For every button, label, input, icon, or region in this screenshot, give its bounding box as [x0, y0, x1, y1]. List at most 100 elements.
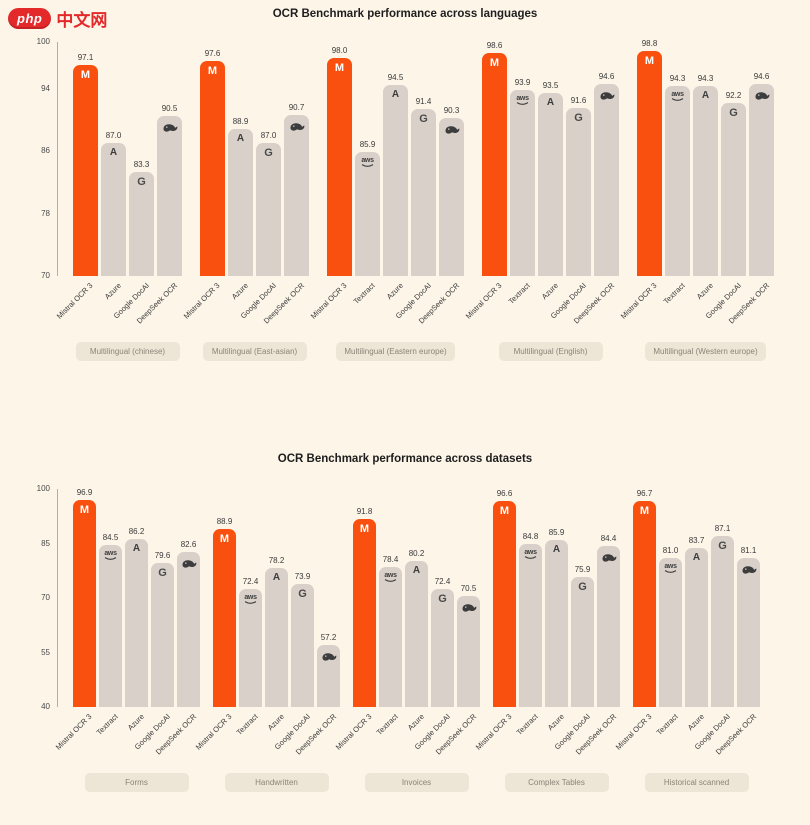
bar-value-label: 78.2 — [268, 556, 285, 566]
x-tick-label: Textract — [654, 712, 680, 737]
google-logo-icon: G — [158, 567, 167, 580]
bar-column: G 87.0 — [256, 42, 281, 276]
x-tick: Textract — [351, 276, 380, 338]
x-tick-label: Azure — [125, 712, 146, 733]
group-pill-row: Multilingual (East-asian) — [200, 342, 309, 361]
y-axis-line — [57, 489, 58, 707]
x-tick-label: Azure — [265, 712, 286, 733]
mistral-logo-icon: M — [219, 533, 230, 546]
php-logo-badge-icon: php — [8, 8, 52, 29]
bar-logo: M — [493, 506, 516, 517]
bar-google: G — [291, 583, 314, 707]
bar-logo — [439, 123, 464, 141]
chart-languages-plot: 70 78 86 94 100 M 97.1 A 87.0 G 83.3 90.5 Mistral O… — [37, 37, 810, 361]
bar-deepseek — [157, 116, 182, 276]
x-tick-label: Mistral OCR 3 — [54, 712, 94, 752]
aws-logo-icon: aws — [516, 95, 529, 106]
x-tick: DeepSeek OCR — [433, 707, 480, 769]
y-axis-tick-label: 40 — [41, 702, 50, 711]
bar-column: G 75.9 — [571, 489, 594, 707]
x-tick: Mistral OCR 3 — [334, 707, 376, 769]
bar-mistral: M — [633, 501, 656, 707]
bar-column: A 85.9 — [545, 489, 568, 707]
x-tick: Mistral OCR 3 — [54, 707, 96, 769]
bar-mistral: M — [637, 51, 662, 276]
bar-value-label: 84.5 — [102, 533, 119, 543]
bars-row: M 97.1 A 87.0 G 83.3 90.5 — [73, 42, 182, 276]
google-logo-icon: G — [264, 147, 273, 160]
bar-logo: M — [353, 523, 376, 535]
group-category-pill: Complex Tables — [504, 773, 609, 792]
bar-column: A 94.5 — [383, 42, 408, 276]
bar-column: 70.5 — [457, 489, 480, 707]
azure-logo-icon: A — [236, 132, 245, 144]
bar-column: A 87.0 — [101, 42, 126, 276]
bar-column: G 79.6 — [151, 489, 174, 707]
x-tick: Mistral OCR 3 — [55, 276, 98, 338]
x-tick-label: Textract — [351, 281, 377, 306]
azure-logo-icon: A — [692, 552, 701, 564]
bar-value-label: 78.4 — [382, 555, 399, 565]
bar-column: 84.4 — [597, 489, 620, 707]
group-category-pill: Multilingual (chinese) — [75, 342, 180, 361]
y-axis-tick-label: 55 — [41, 647, 50, 657]
bar-google: G — [411, 109, 436, 276]
group-category-pill: Handwritten — [224, 773, 329, 792]
x-tick-label: Textract — [234, 712, 260, 737]
google-logo-icon: G — [438, 593, 447, 606]
mistral-logo-icon: M — [644, 55, 655, 68]
group-category-pill: Multilingual (East-asian) — [202, 342, 307, 361]
chart-title: OCR Benchmark performance across dataset… — [277, 453, 533, 465]
bar-logo — [317, 650, 340, 668]
bar-value-label: 85.9 — [548, 528, 565, 538]
deepseek-whale-icon — [162, 121, 178, 139]
bar-logo: A — [101, 148, 126, 158]
bar-logo: G — [721, 107, 746, 119]
y-axis-tick-label: 70 — [41, 271, 50, 280]
google-logo-icon: G — [574, 111, 583, 124]
bar-value-label: 98.0 — [331, 45, 348, 55]
bar-deepseek — [749, 84, 774, 276]
bar-logo: M — [482, 56, 507, 69]
bar-column: G 73.9 — [291, 489, 314, 707]
bar-value-label: 94.6 — [598, 72, 615, 82]
y-axis-tick-label: 86 — [41, 146, 50, 156]
bar-value-label: 94.6 — [753, 72, 770, 82]
bar-logo: aws — [665, 91, 690, 102]
bars-row: M 96.7 aws 81.0 A 83.7 G 87.1 81.1 — [633, 489, 760, 707]
bar-logo: aws — [510, 95, 535, 106]
azure-logo-icon: A — [546, 96, 555, 108]
mistral-logo-icon: M — [489, 56, 500, 69]
bar-column: M 98.8 — [637, 39, 662, 276]
bar-logo: A — [265, 573, 288, 583]
x-tick-labels-row: Mistral OCR 3 Azure Google DocAI DeepSeek O… — [55, 276, 182, 338]
bar-textract: aws — [510, 89, 535, 276]
bar-column: A 78.2 — [265, 489, 288, 707]
bar-logo: G — [291, 588, 314, 600]
bar-google: G — [129, 172, 154, 276]
bar-value-label: 79.6 — [154, 551, 171, 561]
bar-logo: A — [405, 565, 428, 576]
bar-azure: A — [265, 568, 288, 707]
mistral-logo-icon: M — [80, 68, 91, 81]
bar-value-label: 88.9 — [216, 517, 233, 527]
bar-logo: A — [538, 96, 563, 108]
deepseek-whale-icon — [754, 89, 770, 107]
bar-column: G 87.1 — [711, 489, 734, 707]
group-pill-row: Multilingual (Eastern europe) — [327, 342, 464, 361]
aws-smile-icon — [384, 579, 397, 583]
bar-mistral: M — [73, 64, 98, 276]
deepseek-whale-icon — [599, 89, 615, 107]
x-tick-labels-row: Mistral OCR 3 Textract Azure Google DocAI De… — [334, 707, 480, 769]
bar-column: aws 72.4 — [239, 489, 262, 707]
y-axis-tick-label: 94 — [41, 83, 50, 93]
aws-smile-icon — [361, 164, 374, 167]
x-tick-label: Mistral OCR 3 — [619, 281, 659, 321]
bar-logo: G — [431, 594, 454, 605]
x-tick-labels-row: Mistral OCR 3 Textract Azure Google DocAI De… — [614, 707, 760, 769]
x-tick-label: Textract — [374, 712, 400, 737]
php-cn-logo-text: 中文网 — [56, 11, 108, 30]
aws-logo-icon: aws — [671, 91, 684, 102]
